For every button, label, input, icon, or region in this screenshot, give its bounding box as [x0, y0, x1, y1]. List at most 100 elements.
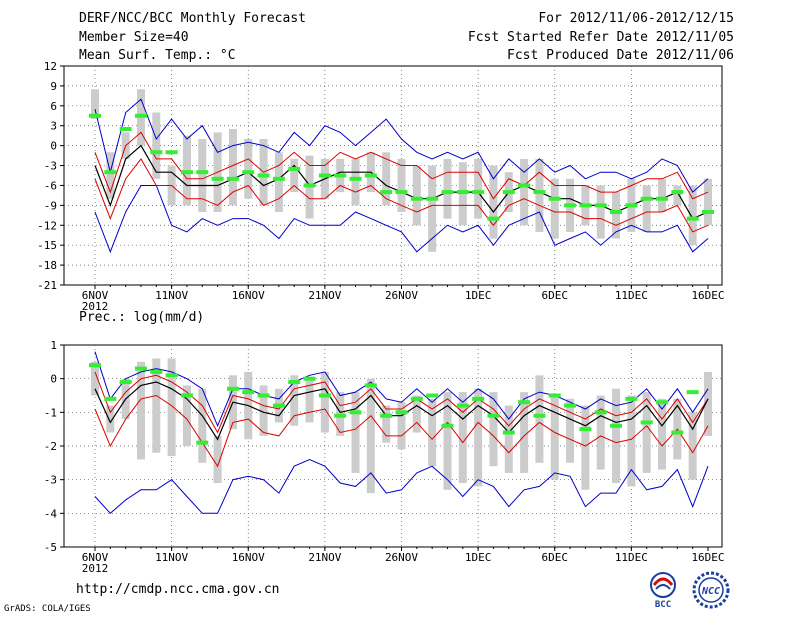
temp-observed-mark: [610, 210, 623, 214]
prec-observed-mark: [150, 369, 163, 374]
prec-observed-mark: [456, 403, 469, 408]
prec-ensemble-box: [305, 378, 314, 423]
prec-observed-mark: [165, 373, 178, 378]
temp-ensemble-box: [244, 139, 253, 199]
prec-observed-mark: [196, 440, 209, 445]
temp-observed-mark: [671, 190, 684, 195]
temp-ensemble-box: [351, 158, 360, 206]
temp-x-tick-label: 11NOV: [155, 289, 188, 302]
temp-observed-mark: [564, 203, 577, 208]
prec-observed-mark: [426, 393, 439, 398]
forecast-started-date: Fcst Started Refer Date 2012/11/05: [467, 30, 734, 45]
temp-observed-mark: [625, 203, 638, 208]
prec-observed-mark: [288, 380, 301, 385]
prec-observed-mark: [180, 393, 193, 398]
prec-ensemble-box: [612, 388, 621, 484]
temp-observed-mark: [656, 196, 669, 201]
prec-observed-mark: [119, 380, 132, 385]
temp-x-tick-label: 11DEC: [615, 289, 648, 302]
prec-observed-mark: [104, 396, 117, 401]
temp-y-tick-label: -3: [44, 160, 57, 173]
prec-ensemble-box: [443, 392, 452, 490]
prec-ensemble-box: [397, 402, 406, 450]
prec-observed-mark: [594, 410, 607, 415]
prec-ensemble-box: [566, 398, 575, 463]
temp-x-tick-label: 26NOV: [385, 289, 418, 302]
prec-y-tick-label: -5: [44, 541, 57, 554]
prec-ensemble-box: [198, 388, 207, 463]
temp-plot-frame: [63, 65, 723, 286]
temp-ensemble-box: [228, 129, 237, 206]
prec-ensemble-box: [458, 392, 467, 484]
prec-ensemble-box: [351, 392, 360, 473]
temp-ensemble-box: [550, 178, 559, 239]
prec-observed-mark: [518, 400, 531, 405]
temp-x-tick-label: 6NOV: [82, 289, 109, 302]
temp-ensemble-box: [106, 152, 115, 199]
prec-observed-mark: [134, 366, 147, 371]
prec-observed-mark: [548, 393, 561, 398]
prec-ensemble-box: [366, 378, 375, 494]
temp-observed-mark: [89, 113, 101, 118]
temp-x-tick-label: 16DEC: [691, 289, 724, 302]
prec-max-line: [94, 351, 709, 428]
temp-observed-mark: [226, 176, 239, 181]
prec-y-tick-label: -2: [44, 440, 57, 453]
temp-y-tick-label: -15: [37, 239, 57, 252]
prec-ensemble-box: [627, 395, 636, 487]
temp-observed-mark: [456, 190, 469, 195]
prec-y-tick-label: 1: [50, 339, 57, 352]
prec-observed-mark: [441, 423, 454, 428]
prec-ensemble-box: [382, 405, 391, 443]
temp-observed-mark: [257, 173, 270, 178]
prec-x-tick-label: 16NOV: [232, 551, 265, 564]
temp-ensemble-box: [642, 185, 651, 232]
prec-observed-mark: [303, 376, 316, 381]
temp-observed-mark: [134, 113, 147, 118]
temp-observed-mark: [303, 183, 316, 188]
temp-y-tick-label: 3: [50, 120, 57, 133]
temp-ensemble-box: [474, 158, 483, 219]
temp-observed-mark: [640, 196, 653, 201]
prec-observed-mark: [502, 430, 515, 435]
temp-y-tick-label: 12: [44, 60, 57, 73]
temp-y-tick-label: -18: [37, 259, 57, 272]
temp-ensemble-box: [688, 185, 697, 246]
prec-observed-mark: [610, 423, 623, 428]
prec-y-tick-label: -1: [44, 406, 57, 419]
prec-ensemble-box: [91, 361, 99, 396]
prec-observed-mark: [272, 403, 285, 408]
temp-y-tick-label: -6: [44, 179, 57, 192]
prec-ensemble-box: [520, 392, 529, 473]
temp-ensemble-box: [198, 139, 207, 212]
prec-observed-mark: [364, 383, 377, 388]
temp-ensemble-box: [704, 178, 712, 226]
temp-observed-mark: [380, 190, 393, 195]
ncc-logo-text: NCC: [701, 586, 720, 597]
prec-ensemble-box: [320, 371, 329, 433]
temp-observed-mark: [242, 170, 255, 175]
prec-year-label: 2012: [82, 562, 109, 575]
temp-ensemble-box: [152, 112, 161, 179]
temp-observed-mark: [686, 216, 699, 221]
prec-mean-line: [94, 381, 709, 441]
footer-url[interactable]: http://cmdp.ncc.cma.gov.cn: [76, 582, 280, 597]
temp-ensemble-box: [673, 185, 682, 206]
ncc-logo: NCC: [692, 571, 730, 609]
prec-observed-mark: [533, 413, 546, 418]
prec-observed-mark: [686, 390, 699, 395]
prec-x-tick-label: 16DEC: [691, 551, 724, 564]
prec-ensemble-box: [182, 385, 191, 446]
temp-observed-mark: [364, 173, 377, 178]
temp-observed-mark: [318, 173, 331, 178]
prec-x-tick-label: 6NOV: [82, 551, 109, 564]
temp-observed-mark: [349, 176, 362, 181]
temp-ensemble-box: [612, 192, 621, 239]
prec-ensemble-box: [412, 395, 421, 433]
temp-observed-mark: [104, 170, 117, 175]
prec-x-tick-label: 11DEC: [615, 551, 648, 564]
prec-ensemble-box: [504, 405, 513, 473]
prec-observed-mark: [395, 410, 408, 415]
prec-ensemble-box: [535, 375, 544, 463]
temp-observed-mark: [165, 150, 178, 155]
